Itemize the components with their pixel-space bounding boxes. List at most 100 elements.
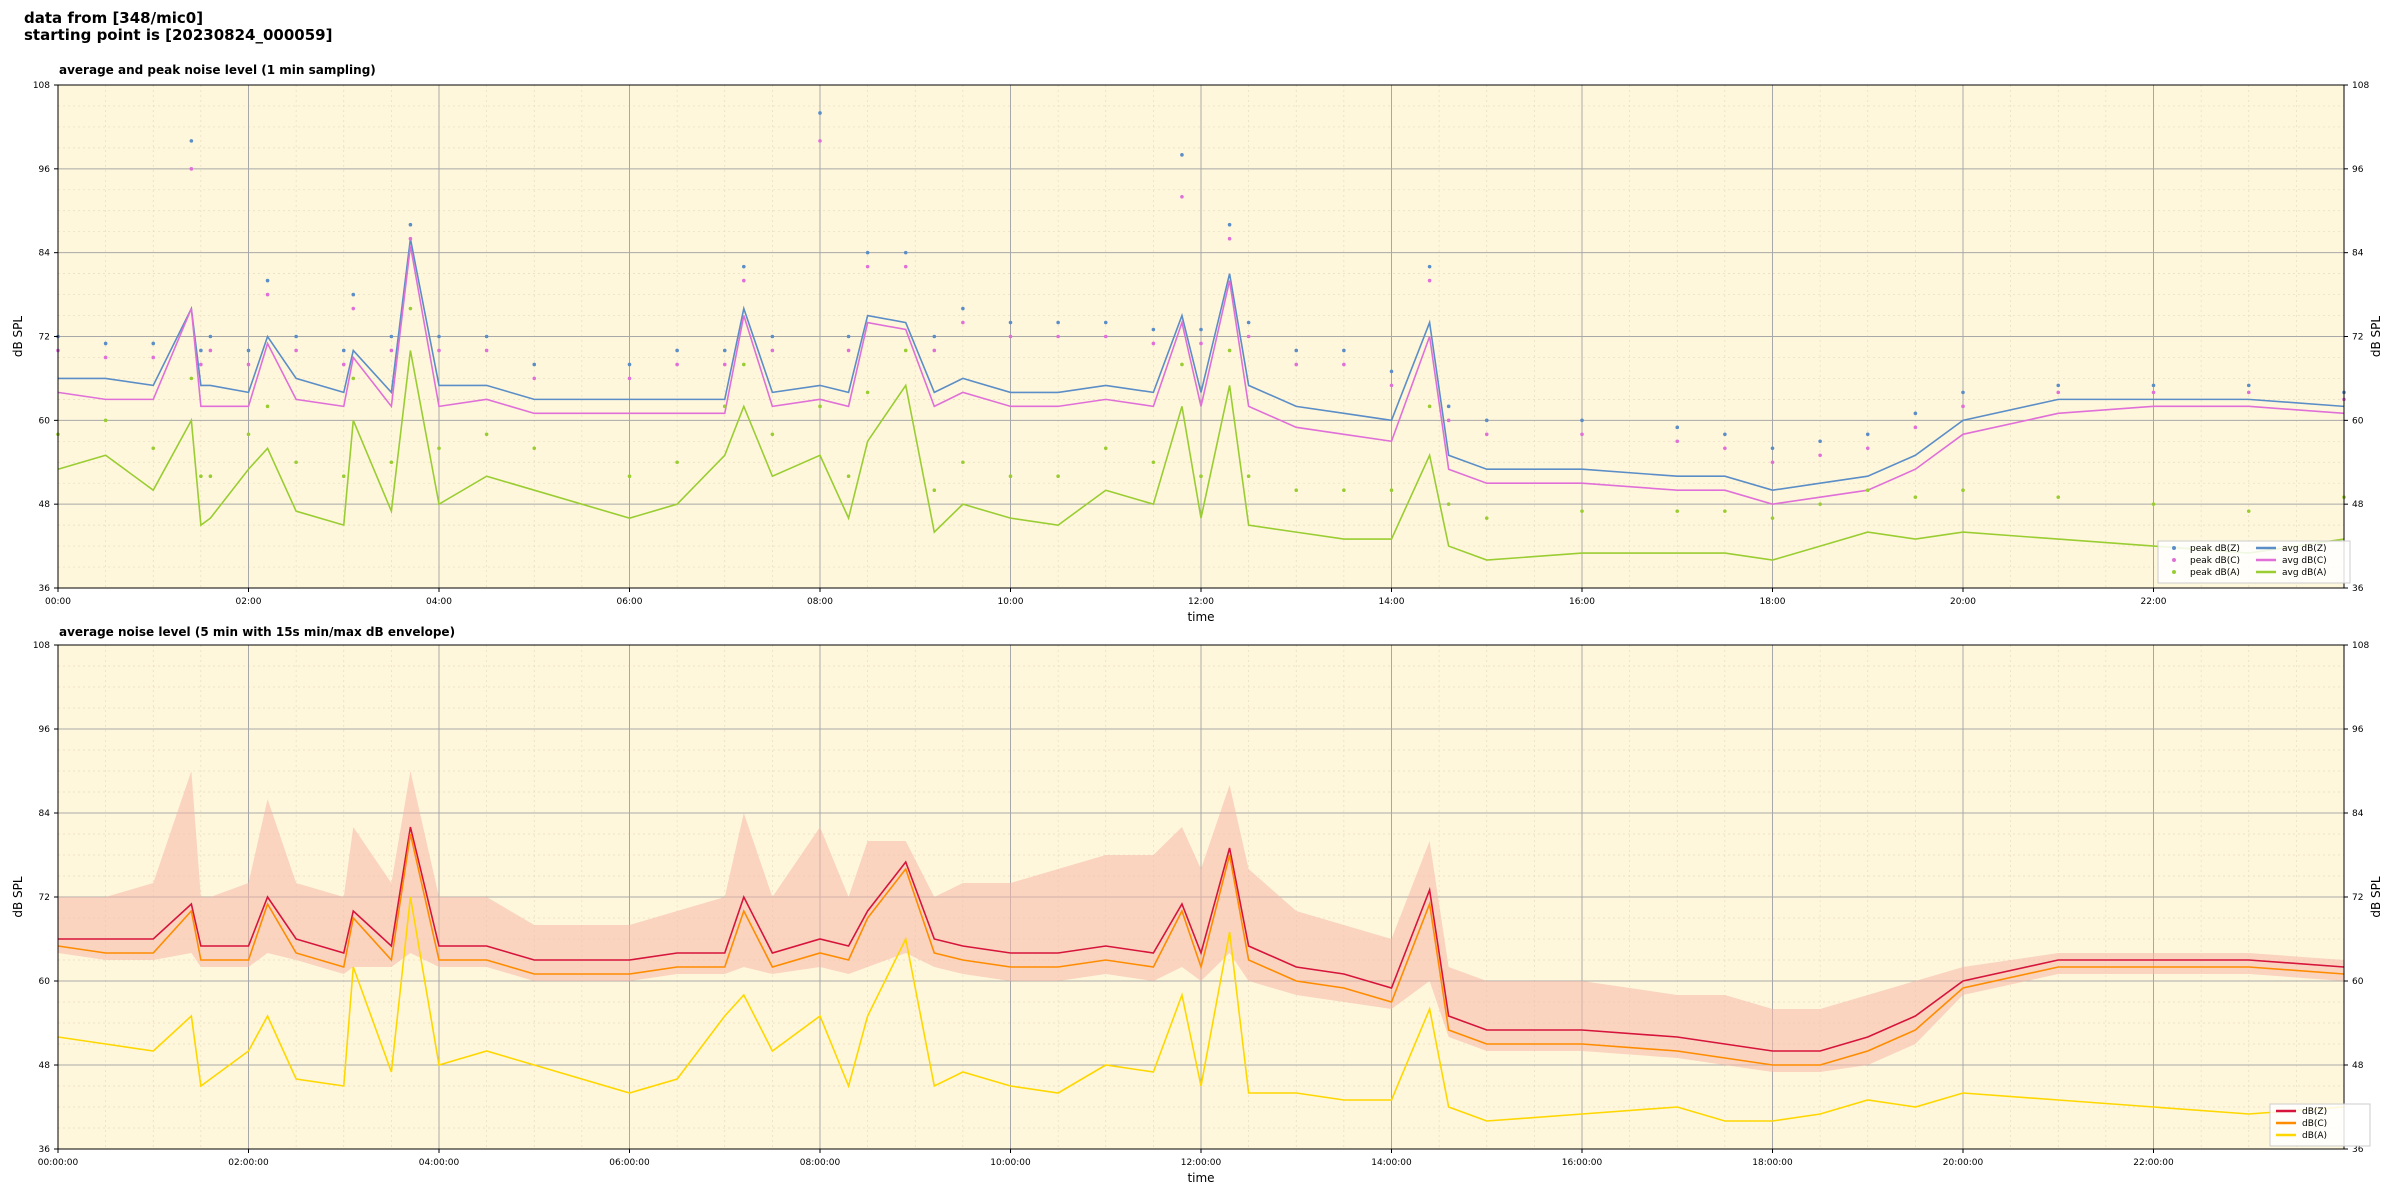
- scatter-point: [208, 348, 213, 353]
- x-tick-label: 20:00: [1950, 597, 1976, 607]
- scatter-point: [1580, 418, 1584, 423]
- scatter-point: [1342, 348, 1346, 353]
- scatter-point: [351, 376, 356, 381]
- scatter-point: [1723, 446, 1727, 451]
- y-tick-label: 48: [2352, 1061, 2364, 1071]
- scatter-point: [1427, 404, 1432, 409]
- scatter-point: [532, 376, 537, 381]
- scatter-point: [246, 362, 251, 367]
- scatter-point: [1389, 488, 1394, 492]
- y-tick-label: 36: [2352, 584, 2364, 594]
- scatter-point: [1446, 404, 1451, 409]
- scatter-point: [151, 341, 156, 346]
- y-tick-label: 36: [2352, 1145, 2364, 1155]
- x-tick-label: 12:00: [1188, 597, 1214, 607]
- scatter-point: [1818, 502, 1822, 506]
- chart-title: average noise level (5 min with 15s min/…: [59, 625, 456, 639]
- scatter-point: [2151, 383, 2156, 388]
- scatter-point: [1227, 236, 1232, 241]
- scatter-point: [770, 348, 775, 353]
- scatter-point: [484, 432, 489, 437]
- scatter-point: [2246, 383, 2251, 388]
- scatter-point: [408, 306, 413, 311]
- scatter-point: [1913, 425, 1918, 430]
- scatter-point: [1246, 320, 1251, 325]
- header-start: starting point is [20230824_000059]: [24, 26, 333, 44]
- scatter-peak-db-c-: [56, 139, 2346, 465]
- scatter-point: [1961, 390, 1965, 395]
- scatter-point: [2056, 495, 2061, 499]
- legend-label: peak dB(Z): [2190, 544, 2240, 554]
- scatter-point: [961, 306, 965, 311]
- scatter-point: [532, 362, 537, 367]
- scatter-point: [818, 404, 822, 409]
- scatter-point: [103, 355, 108, 360]
- scatter-point: [389, 334, 394, 339]
- y-tick-label: 60: [2352, 977, 2364, 987]
- y-axis-label-right: dB SPL: [2369, 876, 2383, 918]
- x-tick-label: 12:00:00: [1181, 1158, 1222, 1168]
- x-tick-label: 00:00:00: [38, 1158, 79, 1168]
- x-tick-label: 16:00:00: [1562, 1158, 1603, 1168]
- scatter-point: [742, 278, 746, 283]
- legend-label: avg dB(A): [2282, 568, 2326, 578]
- scatter-point: [770, 432, 775, 437]
- scatter-point: [627, 474, 632, 479]
- scatter-point: [1865, 446, 1870, 451]
- scatter-point: [199, 362, 203, 367]
- scatter-point: [389, 348, 394, 353]
- scatter-point: [1580, 509, 1584, 513]
- scatter-point: [1180, 362, 1184, 367]
- scatter-point: [846, 348, 851, 353]
- header-source: data from [348/mic0]: [24, 9, 204, 27]
- scatter-point: [294, 460, 298, 465]
- scatter-point: [2056, 383, 2061, 388]
- scatter-point: [675, 348, 679, 353]
- scatter-point: [742, 264, 746, 269]
- scatter-point: [1675, 425, 1680, 430]
- scatter-point: [437, 348, 441, 353]
- scatter-point: [675, 460, 679, 465]
- scatter-point: [770, 334, 775, 339]
- scatter-point: [341, 362, 346, 367]
- scatter-point: [2056, 390, 2061, 395]
- scatter-point: [627, 376, 632, 381]
- scatter-point: [2151, 390, 2156, 395]
- x-tick-label: 18:00: [1760, 597, 1786, 607]
- scatter-point: [1227, 222, 1232, 227]
- scatter-point: [1199, 327, 1203, 332]
- scatter-point: [341, 348, 346, 353]
- x-tick-label: 22:00: [2141, 597, 2167, 607]
- scatter-point: [1199, 474, 1203, 479]
- x-tick-label: 08:00:00: [800, 1158, 841, 1168]
- scatter-point: [408, 236, 413, 241]
- scatter-point: [1389, 383, 1394, 388]
- scatter-point: [675, 362, 679, 367]
- y-tick-label: 96: [39, 725, 51, 735]
- scatter-point: [1770, 446, 1775, 451]
- scatter-point: [1913, 495, 1918, 499]
- scatter-point: [189, 376, 194, 381]
- scatter-point: [199, 348, 203, 353]
- y-tick-label: 84: [39, 249, 51, 259]
- scatter-point: [1294, 488, 1299, 492]
- y-axis-label-right: dB SPL: [2369, 316, 2383, 358]
- legend-marker: [2172, 570, 2176, 574]
- y-tick-label: 96: [2352, 725, 2364, 735]
- y-tick-label: 72: [2352, 333, 2363, 343]
- y-axis-label: dB SPL: [11, 316, 25, 358]
- scatter-point: [265, 278, 270, 283]
- y-tick-label: 108: [2352, 641, 2369, 651]
- scatter-point: [818, 139, 822, 143]
- scatter-point: [818, 111, 822, 115]
- scatter-point: [265, 292, 270, 297]
- scatter-point: [1484, 516, 1489, 520]
- x-tick-label: 02:00:00: [228, 1158, 269, 1168]
- scatter-point: [437, 334, 441, 339]
- x-tick-label: 20:00:00: [1943, 1158, 1984, 1168]
- scatter-point: [846, 474, 851, 479]
- scatter-point: [408, 222, 413, 227]
- legend-label: dB(A): [2302, 1131, 2327, 1141]
- legend-label: dB(Z): [2302, 1107, 2327, 1117]
- scatter-point: [1580, 432, 1584, 437]
